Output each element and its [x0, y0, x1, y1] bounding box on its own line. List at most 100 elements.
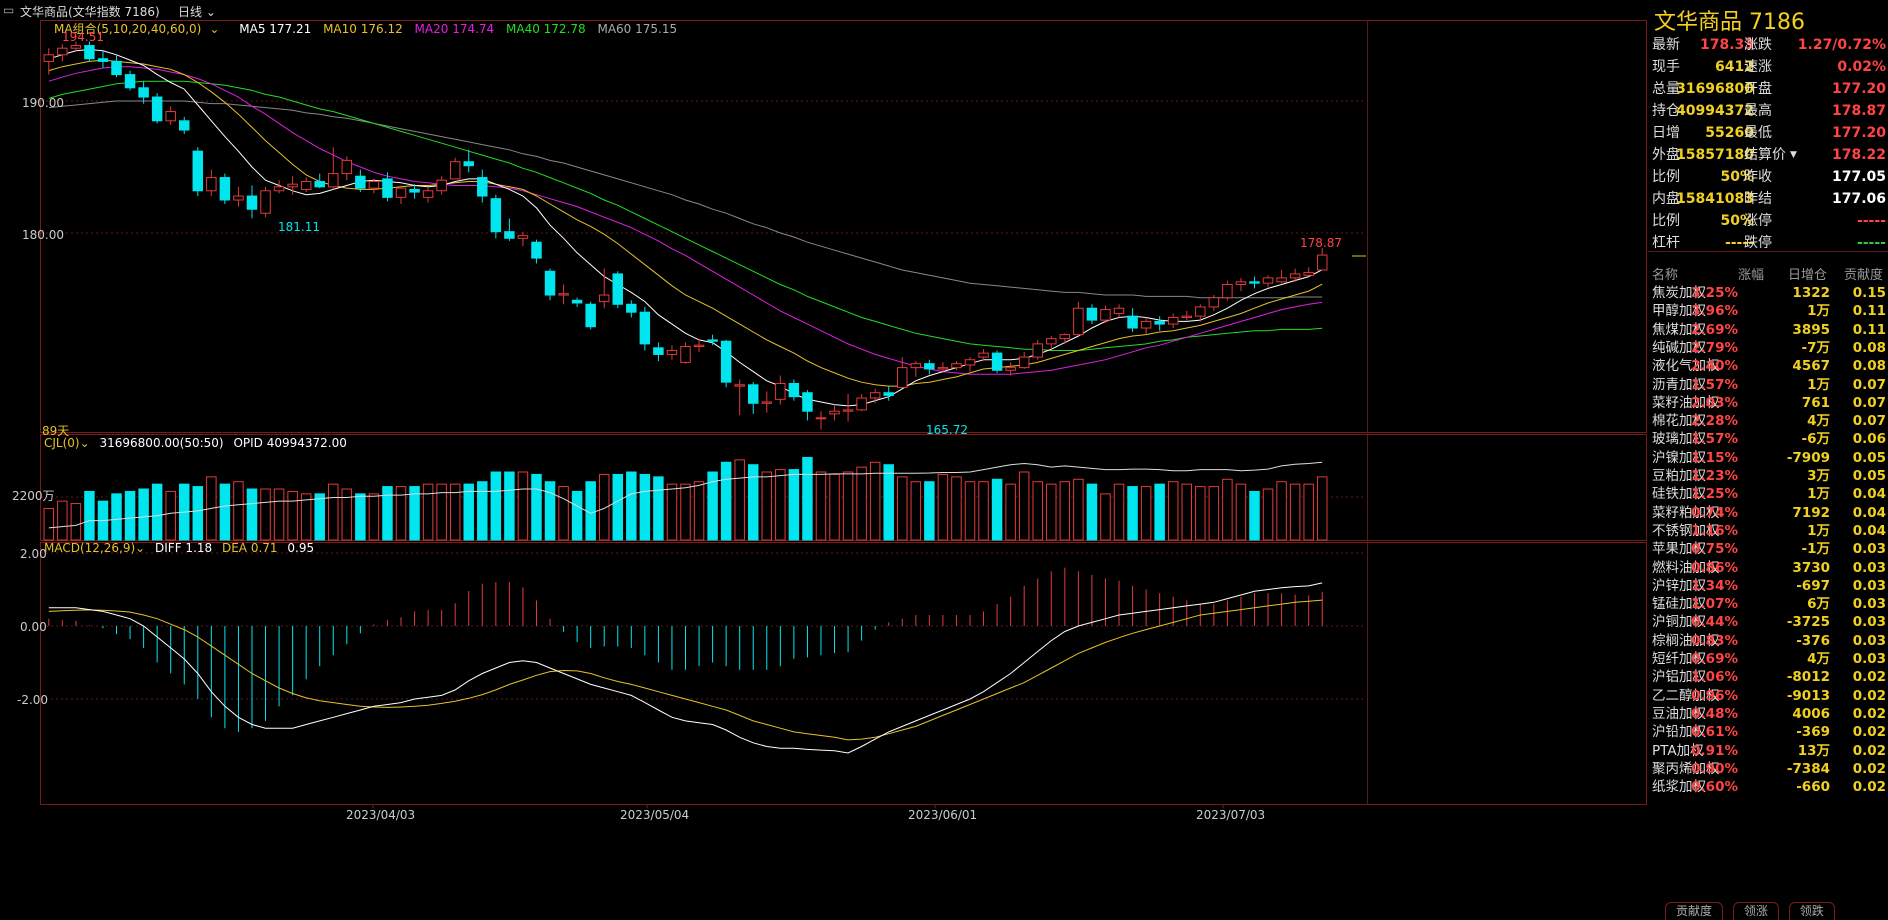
list-item[interactable]: 菜籽油加权 2.03% 761 0.07	[1648, 392, 1888, 414]
list-item[interactable]: 焦炭加权 3.25% 1322 0.15	[1648, 282, 1888, 304]
list-item-contrib: 0.04	[1852, 504, 1886, 521]
list-item[interactable]: 锰硅加权 1.07% 6万 0.03	[1648, 593, 1888, 615]
list-item[interactable]: 玻璃加权 1.57% -6万 0.06	[1648, 428, 1888, 450]
list-item[interactable]: 豆油加权 0.48% 4006 0.02	[1648, 703, 1888, 725]
candle	[734, 384, 745, 387]
list-header-name[interactable]: 名称	[1652, 268, 1679, 283]
kline-chart[interactable]	[0, 0, 1647, 920]
list-item-change: 0.91%	[1691, 742, 1738, 759]
list-item-contrib: 0.02	[1852, 779, 1886, 796]
list-item-oi: 4006	[1792, 705, 1830, 722]
list-item-oi: -7384	[1786, 760, 1830, 777]
list-item-contrib: 0.08	[1852, 358, 1886, 375]
tab-leading-down[interactable]: 领跌	[1788, 902, 1835, 920]
window-title: 文华商品(文华指数 7186)	[20, 5, 160, 19]
candle	[355, 175, 366, 189]
list-header-oi[interactable]: 日增仓	[1788, 268, 1828, 283]
macd-indicator-label[interactable]: MACD(12,26,9)⌄	[44, 541, 146, 555]
list-item[interactable]: 硅铁加权 1.25% 1万 0.04	[1648, 483, 1888, 505]
list-item[interactable]: 不锈钢加权 1.16% 1万 0.04	[1648, 520, 1888, 542]
list-item[interactable]: 豆粕加权 1.23% 3万 0.05	[1648, 465, 1888, 487]
list-item-oi: 4万	[1807, 413, 1830, 430]
local-low-mark: 181.11	[278, 220, 320, 234]
list-item[interactable]: 聚丙烯加权 0.90% -7384 0.02	[1648, 758, 1888, 780]
ma40-value: MA40 172.78	[506, 22, 586, 36]
candle	[842, 409, 854, 412]
macd-tick-2: 2.00	[20, 547, 47, 561]
volume-bar	[680, 483, 691, 541]
candle	[219, 177, 231, 201]
volume-bar	[1181, 483, 1192, 541]
volume-bar	[273, 488, 285, 541]
list-item[interactable]: 棉花加权 2.28% 4万 0.07	[1648, 410, 1888, 432]
tab-contribution[interactable]: 贡献度	[1665, 902, 1724, 920]
list-item[interactable]: 纯碱加权 2.79% -7万 0.08	[1648, 337, 1888, 359]
volume-bar	[734, 459, 745, 541]
volume-bar	[815, 471, 827, 541]
candle	[151, 96, 163, 122]
candle	[314, 181, 325, 188]
list-item[interactable]: 短纤加权 0.69% 4万 0.03	[1648, 648, 1888, 670]
volume-indicator-label[interactable]: CJL(0)⌄	[44, 436, 90, 450]
candle	[558, 293, 569, 296]
list-item-contrib: 0.03	[1852, 577, 1886, 594]
volume-bar	[626, 471, 637, 541]
volume-bar	[314, 493, 325, 541]
quote-label: 最低	[1744, 125, 1772, 141]
list-item[interactable]: 甲醇加权 3.96% 1万 0.11	[1648, 300, 1888, 322]
ma-group-label[interactable]: MA组合(5,10,20,40,60,0) ⌄	[54, 22, 220, 36]
list-item-name: 锰硅加权	[1652, 596, 1706, 613]
list-item[interactable]: 苹果加权 0.75% -1万 0.03	[1648, 538, 1888, 560]
list-item[interactable]: PTA加权 0.91% 13万 0.02	[1648, 740, 1888, 762]
candle	[639, 311, 651, 345]
quote-label: 最高	[1744, 103, 1772, 119]
list-item[interactable]: 乙二醇加权 0.96% -9013 0.02	[1648, 685, 1888, 707]
chevron-down-icon[interactable]: ▼	[1790, 150, 1797, 160]
price-tick-190: 190.00	[22, 96, 64, 110]
candle	[192, 150, 204, 192]
list-item[interactable]: 沪铅加权 0.61% -369 0.02	[1648, 721, 1888, 743]
list-item[interactable]: 燃料油加权 0.86% 3730 0.03	[1648, 557, 1888, 579]
list-header-change[interactable]: 涨幅	[1738, 268, 1765, 283]
list-item-change: 0.86%	[1691, 559, 1738, 576]
list-item[interactable]: 沥青加权 1.57% 1万 0.07	[1648, 374, 1888, 396]
quote-value: 50%	[1720, 213, 1754, 229]
volume-bar	[693, 481, 705, 541]
list-item-name: 沪铝加权	[1652, 669, 1706, 686]
quote-label: 杠杆	[1652, 235, 1680, 251]
list-item-oi: 4万	[1807, 651, 1830, 667]
candle	[910, 363, 922, 369]
volume-bar	[1032, 481, 1043, 541]
volume-bar	[57, 500, 68, 541]
list-item[interactable]: 纸浆加权 0.60% -660 0.02	[1648, 776, 1888, 798]
list-item[interactable]: 棕榈油加权 0.83% -376 0.03	[1648, 630, 1888, 652]
ma60-value: MA60 175.15	[597, 22, 678, 36]
list-item[interactable]: 沪铜加权 0.44% -3725 0.03	[1648, 611, 1888, 633]
candle	[1018, 356, 1030, 369]
date-label: 2023/05/04	[620, 808, 690, 822]
list-item[interactable]: 液化气加权 2.40% 4567 0.08	[1648, 355, 1888, 377]
window-icon[interactable]: ▭	[3, 3, 15, 17]
quote-value: -----	[1724, 235, 1754, 251]
list-item[interactable]: 沪镍加权 1.15% -7909 0.05	[1648, 447, 1888, 469]
list-item[interactable]: 沪铝加权 1.06% -8012 0.02	[1648, 666, 1888, 688]
candle	[802, 392, 813, 412]
candle	[1059, 334, 1071, 340]
list-item[interactable]: 焦煤加权 2.69% 3895 0.11	[1648, 319, 1888, 341]
list-header-contrib[interactable]: 贡献度	[1844, 268, 1884, 283]
volume-bar	[1113, 483, 1125, 541]
volume-bar	[165, 490, 176, 541]
list-item-contrib: 0.02	[1852, 705, 1886, 722]
tab-leading-up[interactable]: 领涨	[1732, 902, 1779, 920]
quote-panel: 文华商品 7186 最新 178.33 涨跌 1.27/0.72% 现手 6412 速涨 0.…	[1648, 0, 1888, 920]
candle	[720, 340, 732, 383]
list-item-change: 0.74%	[1691, 504, 1738, 521]
list-item[interactable]: 沪锌加权 1.34% -697 0.03	[1648, 575, 1888, 597]
list-item-name: 沪镍加权	[1652, 449, 1706, 466]
volume-bar	[544, 481, 556, 541]
candle	[680, 346, 691, 363]
list-item-change: 2.69%	[1691, 321, 1738, 338]
list-item[interactable]: 菜籽粕加权 0.74% 7192 0.04	[1648, 502, 1888, 524]
period-selector[interactable]: 日线 ⌄	[178, 5, 216, 19]
candle	[775, 382, 786, 400]
